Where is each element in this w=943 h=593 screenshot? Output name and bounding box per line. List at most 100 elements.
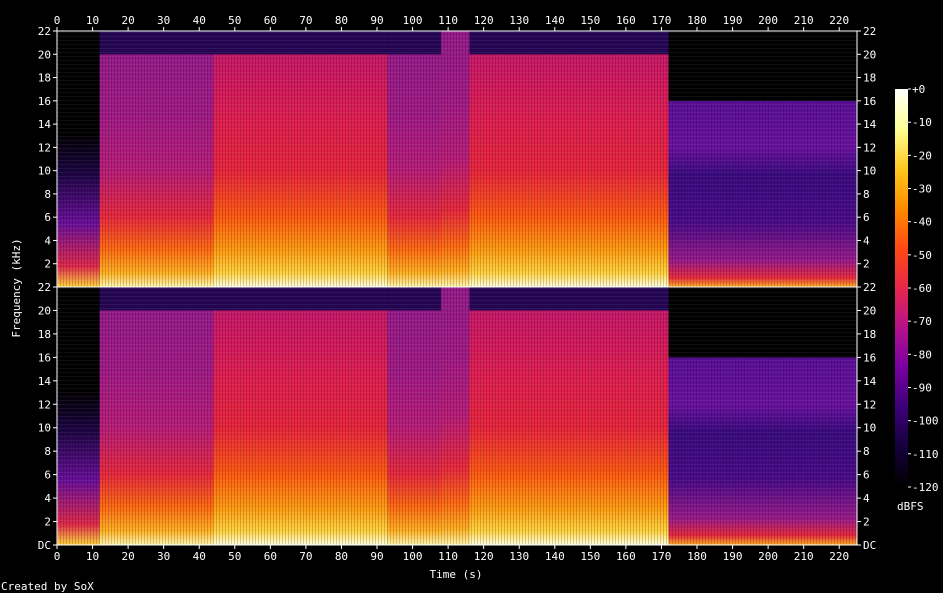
- channel-1-ytick-label-right-3: 8: [863, 188, 870, 201]
- xtick-label-bottom-6: 60: [264, 550, 277, 563]
- channel-1-ytick-label-right-10: 22: [863, 25, 876, 38]
- channel-2-ytick-label-left-7: 14: [38, 375, 52, 388]
- xtick-label-top-1: 10: [86, 14, 99, 27]
- xtick-label-bottom-15: 150: [580, 550, 600, 563]
- xtick-label-top-21: 210: [794, 14, 814, 27]
- xtick-label-bottom-1: 10: [86, 550, 99, 563]
- xtick-label-top-14: 140: [545, 14, 565, 27]
- channel-2-ytick-label-left-1: 2: [44, 516, 51, 529]
- xtick-label-top-13: 130: [509, 14, 529, 27]
- xtick-label-bottom-12: 120: [474, 550, 494, 563]
- xtick-label-bottom-0: 0: [54, 550, 61, 563]
- channel-1-harmonics: [57, 31, 857, 287]
- channel-2-ytick-label-right-11: 22: [863, 281, 876, 294]
- colorbar: [895, 89, 908, 487]
- channel-2-ytick-label-right-0: DC: [863, 539, 876, 552]
- xtick-label-bottom-19: 190: [723, 550, 743, 563]
- channel-1-ytick-label-right-1: 4: [863, 234, 870, 247]
- plot-layer: [56, 30, 858, 546]
- channel-2-ytick-label-right-1: 2: [863, 516, 870, 529]
- channel-2-ytick-label-left-4: 8: [44, 445, 51, 458]
- colorbar-label: dBFS: [897, 500, 924, 513]
- xtick-label-top-11: 110: [438, 14, 458, 27]
- channel-2-ytick-label-right-8: 16: [863, 351, 876, 364]
- xtick-label-top-16: 160: [616, 14, 636, 27]
- channel-2-ytick-label-left-0: DC: [38, 539, 51, 552]
- colorbar-tick-label-1: -10: [912, 116, 932, 129]
- channel-2-ytick-label-right-6: 12: [863, 398, 876, 411]
- channel-2-ytick-label-right-10: 20: [863, 304, 876, 317]
- y-axis-label: Frequency (kHz): [10, 238, 23, 337]
- channel-2-ytick-label-right-2: 4: [863, 492, 870, 505]
- channel-2-harmonics: [57, 287, 857, 545]
- xtick-label-bottom-17: 170: [652, 550, 672, 563]
- channel-1-ytick-label-left-0: 2: [44, 258, 51, 271]
- colorbar-tick-label-4: -40: [912, 216, 932, 229]
- channel-2-ytick-label-right-4: 8: [863, 445, 870, 458]
- xtick-label-bottom-8: 80: [335, 550, 348, 563]
- xtick-label-top-18: 180: [687, 14, 707, 27]
- colorbar-tick-label-11: -110: [912, 448, 939, 461]
- colorbar-ticks: +0 -10 -20 -30 -40 -50 -60 -70 -80 -90 -100 -110 -12…: [908, 83, 939, 494]
- xtick-label-top-4: 40: [193, 14, 206, 27]
- channel-2-ytick-label-left-10: 20: [38, 304, 51, 317]
- channel-2-ytick-label-left-8: 16: [38, 351, 51, 364]
- xtick-label-bottom-14: 140: [545, 550, 565, 563]
- xtick-label-top-0: 0: [54, 14, 61, 27]
- channel-1-ytick-label-right-4: 10: [863, 165, 876, 178]
- channel-1-ytick-label-right-8: 18: [863, 72, 876, 85]
- colorbar-tick-label-6: -60: [912, 282, 932, 295]
- colorbar-tick-label-3: -30: [912, 183, 932, 196]
- x-axis-label: Time (s): [430, 568, 483, 581]
- colorbar-tick-label-0: +0: [912, 83, 925, 96]
- channel-1-ytick-label-right-6: 14: [863, 118, 877, 131]
- channel-2-ytick-label-right-9: 18: [863, 328, 876, 341]
- colorbar-tick-label-7: -70: [912, 315, 932, 328]
- channel-1-ytick-label-left-4: 10: [38, 165, 51, 178]
- channel-2-ytick-label-right-5: 10: [863, 422, 876, 435]
- channel-2-ytick-label-right-7: 14: [863, 375, 877, 388]
- channel-1-ytick-label-left-2: 6: [44, 211, 51, 224]
- channel-1-ytick-label-right-9: 20: [863, 48, 876, 61]
- channel-1-ytick-label-left-3: 8: [44, 188, 51, 201]
- channel-2-ytick-label-left-5: 10: [38, 422, 51, 435]
- xtick-label-bottom-2: 20: [121, 550, 134, 563]
- xtick-label-top-20: 200: [758, 14, 778, 27]
- xtick-label-bottom-20: 200: [758, 550, 778, 563]
- channel-2-ytick-label-left-9: 18: [38, 328, 51, 341]
- channel-1-ytick-label-right-5: 12: [863, 141, 876, 154]
- xtick-label-top-22: 220: [829, 14, 849, 27]
- channel-1-ytick-label-right-7: 16: [863, 95, 876, 108]
- xtick-label-top-3: 30: [157, 14, 170, 27]
- xtick-label-bottom-18: 180: [687, 550, 707, 563]
- channel-1-ytick-label-left-9: 20: [38, 48, 51, 61]
- channel-2-ytick-label-left-6: 12: [38, 398, 51, 411]
- colorbar-tick-label-10: -100: [912, 415, 939, 428]
- channel-2-frame: [56, 286, 858, 546]
- xtick-label-top-12: 120: [474, 14, 494, 27]
- channel-1-spectrogram: [56, 30, 858, 288]
- xtick-label-top-8: 80: [335, 14, 348, 27]
- colorbar-tick-label-8: -80: [912, 348, 932, 361]
- colorbar-tick-label-2: -20: [912, 149, 932, 162]
- xtick-label-top-5: 50: [228, 14, 241, 27]
- xtick-label-bottom-11: 110: [438, 550, 458, 563]
- xtick-label-top-7: 70: [299, 14, 312, 27]
- xtick-label-bottom-21: 210: [794, 550, 814, 563]
- channel-2-spectrogram: [56, 286, 858, 546]
- xtick-label-bottom-16: 160: [616, 550, 636, 563]
- channel-1-ytick-label-left-8: 18: [38, 72, 51, 85]
- channel-1-ytick-label-left-10: 22: [38, 25, 51, 38]
- xtick-label-top-19: 190: [723, 14, 743, 27]
- xtick-label-top-2: 20: [121, 14, 134, 27]
- channel-1-ytick-label-left-1: 4: [44, 234, 51, 247]
- channel-1-ytick-label-right-0: 2: [863, 258, 870, 271]
- credit-text: Created by SoX: [1, 580, 94, 593]
- colorbar-tick-label-12: -120: [912, 481, 939, 494]
- xtick-label-top-17: 170: [652, 14, 672, 27]
- colorbar-tick-label-9: -90: [912, 382, 932, 395]
- channel-2-ytick-label-left-3: 6: [44, 469, 51, 482]
- channel-1-ytick-label-left-6: 14: [38, 118, 52, 131]
- xtick-label-bottom-7: 70: [299, 550, 312, 563]
